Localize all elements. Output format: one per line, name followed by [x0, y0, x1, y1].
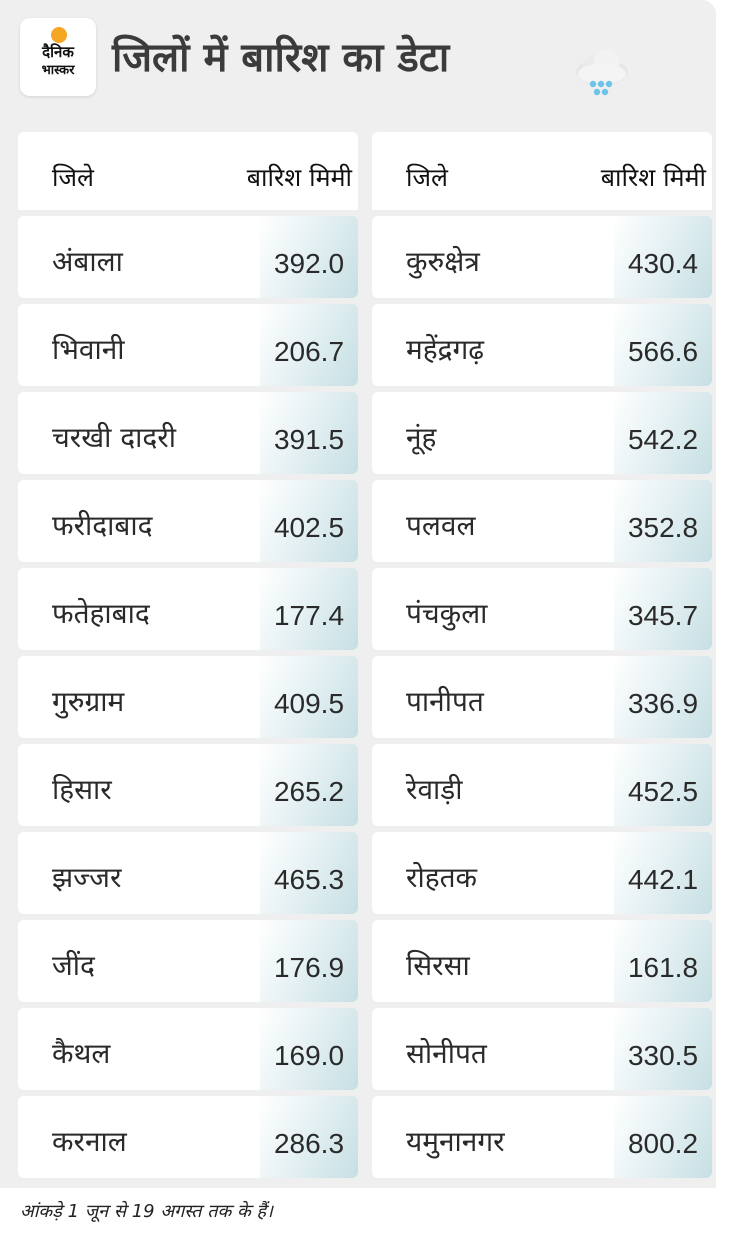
- district-name: झज्जर: [52, 861, 122, 894]
- district-name: कैथल: [52, 1037, 111, 1070]
- page-title: जिलों में बारिश का डेटा: [112, 35, 450, 81]
- rain-cloud-icon: [576, 49, 628, 96]
- district-name: रेवाड़ी: [406, 773, 463, 806]
- table-row: सोनीपत 330.5: [372, 1008, 712, 1090]
- table-row: हिसार 265.2: [18, 744, 358, 826]
- table-row: झज्जर 465.3: [18, 832, 358, 914]
- district-name: पंचकुला: [406, 597, 488, 630]
- rainfall-value: 206.7: [260, 304, 358, 386]
- rainfall-value: 345.7: [614, 568, 712, 650]
- rainfall-value: 352.8: [614, 480, 712, 562]
- content-panel: दैनिक भास्कर जिलों में बारिश का डेटा जिल…: [0, 0, 716, 1188]
- table-row: रेवाड़ी 452.5: [372, 744, 712, 826]
- table-row: रोहतक 442.1: [372, 832, 712, 914]
- table-row: कुरुक्षेत्र 430.4: [372, 216, 712, 298]
- table-row: नूंह 542.2: [372, 392, 712, 474]
- rainfall-value: 169.0: [260, 1008, 358, 1090]
- rainfall-value: 465.3: [260, 832, 358, 914]
- brand-logo: दैनिक भास्कर: [20, 18, 96, 96]
- rainfall-value: 286.3: [260, 1096, 358, 1178]
- column-header-rainfall: बारिश मिमी: [246, 163, 352, 192]
- district-name: हिसार: [52, 773, 112, 806]
- table-row: पानीपत 336.9: [372, 656, 712, 738]
- table-row: महेंद्रगढ़ 566.6: [372, 304, 712, 386]
- table-row: यमुनानगर 800.2: [372, 1096, 712, 1178]
- district-name: महेंद्रगढ़: [406, 333, 485, 366]
- rainfall-table-left: जिले बारिश मिमी अंबाला 392.0 भिवानी 206.7 चर…: [18, 132, 358, 1178]
- rainfall-value: 161.8: [614, 920, 712, 1002]
- table-row: पलवल 352.8: [372, 480, 712, 562]
- rainfall-value: 265.2: [260, 744, 358, 826]
- table-row: जींद 176.9: [18, 920, 358, 1002]
- district-name: सोनीपत: [406, 1037, 487, 1070]
- rainfall-value: 452.5: [614, 744, 712, 826]
- district-name: सिरसा: [406, 949, 470, 982]
- table-row: फरीदाबाद 402.5: [18, 480, 358, 562]
- district-name: गुरुग्राम: [52, 685, 125, 718]
- rainfall-value: 176.9: [260, 920, 358, 1002]
- footnote: आंकड़े 1 जून से 19 अगस्त तक के हैं।: [20, 1201, 273, 1222]
- table-row: करनाल 286.3: [18, 1096, 358, 1178]
- logo-sun-icon: [51, 27, 67, 43]
- district-name: जींद: [52, 949, 95, 982]
- logo-text-line2: भास्कर: [41, 63, 75, 78]
- rainfall-value: 566.6: [614, 304, 712, 386]
- district-name: अंबाला: [52, 245, 123, 278]
- district-name: यमुनानगर: [406, 1125, 505, 1158]
- district-name: चरखी दादरी: [52, 421, 176, 454]
- district-name: कुरुक्षेत्र: [406, 245, 480, 278]
- rainfall-value: 430.4: [614, 216, 712, 298]
- rainfall-value: 442.1: [614, 832, 712, 914]
- rainfall-table-right: जिले बारिश मिमी कुरुक्षेत्र 430.4 महेंद्रग…: [372, 132, 712, 1178]
- rainfall-value: 336.9: [614, 656, 712, 738]
- table-header: जिले बारिश मिमी: [18, 132, 358, 210]
- table-header: जिले बारिश मिमी: [372, 132, 712, 210]
- table-row: गुरुग्राम 409.5: [18, 656, 358, 738]
- district-name: करनाल: [52, 1125, 127, 1158]
- column-header-rainfall: बारिश मिमी: [600, 163, 706, 192]
- table-row: भिवानी 206.7: [18, 304, 358, 386]
- rainfall-value: 391.5: [260, 392, 358, 474]
- table-row: पंचकुला 345.7: [372, 568, 712, 650]
- rainfall-value: 392.0: [260, 216, 358, 298]
- table-row: सिरसा 161.8: [372, 920, 712, 1002]
- district-name: फतेहाबाद: [52, 597, 150, 630]
- rainfall-value: 800.2: [614, 1096, 712, 1178]
- table-row: चरखी दादरी 391.5: [18, 392, 358, 474]
- district-name: पलवल: [406, 509, 476, 542]
- column-header-district: जिले: [52, 163, 94, 192]
- table-row: अंबाला 392.0: [18, 216, 358, 298]
- district-name: फरीदाबाद: [52, 509, 153, 542]
- district-name: नूंह: [406, 421, 437, 454]
- header: दैनिक भास्कर जिलों में बारिश का डेटा: [0, 0, 716, 110]
- rainfall-value: 177.4: [260, 568, 358, 650]
- district-name: भिवानी: [52, 333, 125, 366]
- table-row: फतेहाबाद 177.4: [18, 568, 358, 650]
- column-header-district: जिले: [406, 163, 448, 192]
- rainfall-value: 402.5: [260, 480, 358, 562]
- logo-text-line1: दैनिक: [42, 43, 74, 61]
- district-name: पानीपत: [406, 685, 484, 718]
- table-row: कैथल 169.0: [18, 1008, 358, 1090]
- rainfall-value: 330.5: [614, 1008, 712, 1090]
- rainfall-value: 409.5: [260, 656, 358, 738]
- district-name: रोहतक: [406, 861, 478, 894]
- rainfall-value: 542.2: [614, 392, 712, 474]
